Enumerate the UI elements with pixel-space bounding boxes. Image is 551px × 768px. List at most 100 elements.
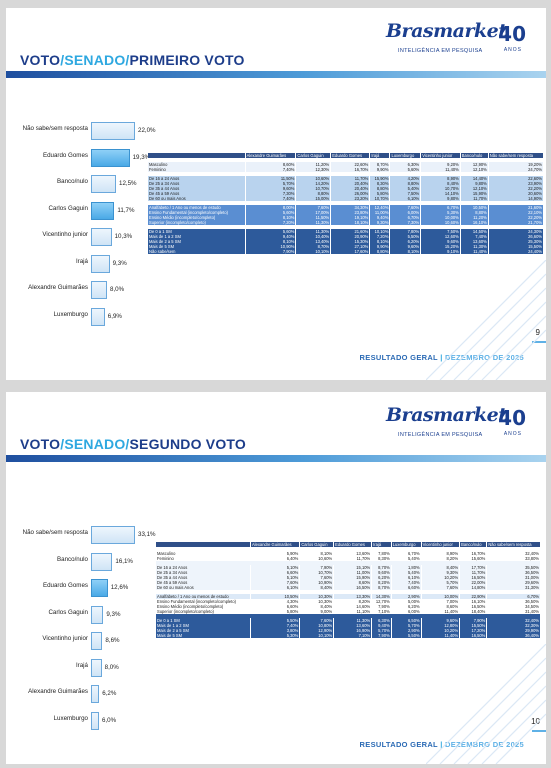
table-cell: 10,50% <box>460 205 489 210</box>
table-cell: 7,60% <box>295 205 332 210</box>
table-cell: 13,60% <box>333 623 373 628</box>
corner-decoration <box>426 260 546 380</box>
bar-value-label: 12,6% <box>110 584 129 591</box>
table-cell: 9,40% <box>371 623 392 628</box>
bar-row: Irajá 9,3% <box>6 253 156 280</box>
table-cell: 10,30% <box>299 594 335 599</box>
table-cell: 19,10% <box>330 215 371 220</box>
bar-category-label: Carlos Gaguin <box>48 204 88 212</box>
table-cell: 6,70% <box>420 205 461 210</box>
table-cell: 29,90% <box>486 628 541 633</box>
table-cell: 7,30% <box>389 220 422 225</box>
title-part-round: PRIMEIRO VOTO <box>129 52 245 68</box>
corner-decoration <box>426 644 546 764</box>
table-cell: 24,40% <box>488 249 545 254</box>
table-cell: 22,10% <box>488 210 545 215</box>
table-cell: 10,20% <box>421 628 461 633</box>
table-cell: 8,40% <box>421 565 461 570</box>
bar-category-label: Não sabe/sem resposta <box>22 125 88 132</box>
table-cell: 12,60% <box>420 234 461 239</box>
table-cell: 10,90% <box>245 244 297 249</box>
table-cell: 10,00% <box>421 594 461 599</box>
table-cell: 11,70% <box>333 556 373 561</box>
group-spacer <box>148 172 544 176</box>
table-cell: 13,60% <box>460 239 489 244</box>
table-cell: 9,60% <box>245 186 297 191</box>
table-cell: 10,60% <box>299 556 335 561</box>
table-cell: 12,90% <box>299 628 335 633</box>
table-cell: 34,50% <box>486 604 541 609</box>
table-cell: 5,60% <box>245 210 297 215</box>
footer-date: DEZEMBRO DE 2025 <box>445 740 524 749</box>
table-cell: 14,30% <box>371 594 392 599</box>
table-cell: 8,10% <box>389 249 422 254</box>
table-cell: 7,20% <box>369 234 391 239</box>
column-header: Banco/nulo <box>460 153 489 158</box>
table-cell: 8,70% <box>371 565 392 570</box>
bar-row: Carlos Gaguin 9,3% <box>6 604 156 631</box>
table-cell: 7,90% <box>299 565 335 570</box>
table-cell: 11,40% <box>421 633 461 638</box>
table-cell: 11,50% <box>295 215 332 220</box>
table-cell: 8,80% <box>369 186 391 191</box>
table-cell: 15,60% <box>459 556 488 561</box>
bar-row: Banco/nulo 12,5% <box>6 173 156 200</box>
table-cell: 9,60% <box>389 244 422 249</box>
bar-row: Alexandre Guimarães 6,2% <box>6 683 156 710</box>
table-cell: 2,90% <box>391 594 422 599</box>
table-cell: 31,00% <box>486 575 541 580</box>
table-cell: 11,00% <box>369 210 391 215</box>
bar-row: Irajá 8,0% <box>6 657 156 684</box>
table-cell: 23,20% <box>330 196 371 201</box>
table-cell: 7,40% <box>245 196 297 201</box>
table-cell: 5,10% <box>250 575 301 580</box>
group-spacer-cell <box>156 614 541 618</box>
table-row: Superior (incompleto/completo) 5,80% 9,00%… <box>156 609 541 614</box>
table-cell: 17,20% <box>459 628 488 633</box>
table-cell: 14,60% <box>333 604 373 609</box>
table-cell: 10,50% <box>250 594 301 599</box>
table-cell: 15,30% <box>330 239 371 244</box>
bar-row: Luxemburgo 6,9% <box>6 306 156 333</box>
table-cell: 5,40% <box>391 556 422 561</box>
group-spacer <box>156 614 541 618</box>
table-cell: 8,40% <box>299 585 335 590</box>
table-cell: 23,90% <box>488 181 545 186</box>
bar-value-label: 6,2% <box>102 690 117 697</box>
row-label: Mais de 1 a 2 SM <box>156 623 251 628</box>
bar-row: Luxemburgo 6,0% <box>6 710 156 737</box>
table-cell: 7,50% <box>420 229 461 234</box>
column-header <box>156 542 251 547</box>
table-cell: 12,70% <box>371 599 392 604</box>
table-cell: 34,30% <box>330 205 371 210</box>
table-cell: 5,30% <box>420 210 461 215</box>
table-cell: 8,20% <box>333 599 373 604</box>
table-cell: 14,20% <box>295 181 332 186</box>
table-cell: 14,50% <box>460 229 489 234</box>
table-row: Ensino Fundamental (incompleto/completo)… <box>148 210 545 215</box>
logo-tagline: INTELIGÊNCIA EM PESQUISA <box>398 48 483 54</box>
table-cell: 6,20% <box>391 604 422 609</box>
group-spacer-cell <box>156 590 541 594</box>
bar-row: Eduardo Gomes 12,6% <box>6 577 156 604</box>
bar-row: Não sabe/sem resposta 33,1% <box>6 524 156 551</box>
bar-value-label: 6,9% <box>107 312 122 320</box>
table-cell: 8,80% <box>369 249 391 254</box>
table-cell: 11,70% <box>460 196 489 201</box>
column-header: Vicentinho junior <box>421 542 461 547</box>
table-cell: 6,10% <box>389 196 422 201</box>
row-label: De 35 a 44 Anos <box>156 575 251 580</box>
table-cell: 6,10% <box>391 575 422 580</box>
logo-wordmark: Brasmarket <box>386 20 507 42</box>
bar-value-label: 8,0% <box>110 286 125 293</box>
table-cell: 11,30% <box>295 220 332 225</box>
table-cell: 5,70% <box>391 623 422 628</box>
table-row: Superior (incompleto/completo) 7,20% 11,30… <box>148 220 545 225</box>
table-cell: 8,60% <box>245 162 297 167</box>
bar-category-label: Irajá <box>75 661 88 669</box>
table-cell: 10,10% <box>295 249 332 254</box>
table-cell: 8,10% <box>369 239 391 244</box>
table-cell: 6,60% <box>250 570 301 575</box>
row-label: De 16 a 24 Anos <box>156 565 251 570</box>
table-row: Mais de 2 a 5 SM 3,80% 12,90% 16,90% 5,70% 2,… <box>156 628 541 633</box>
